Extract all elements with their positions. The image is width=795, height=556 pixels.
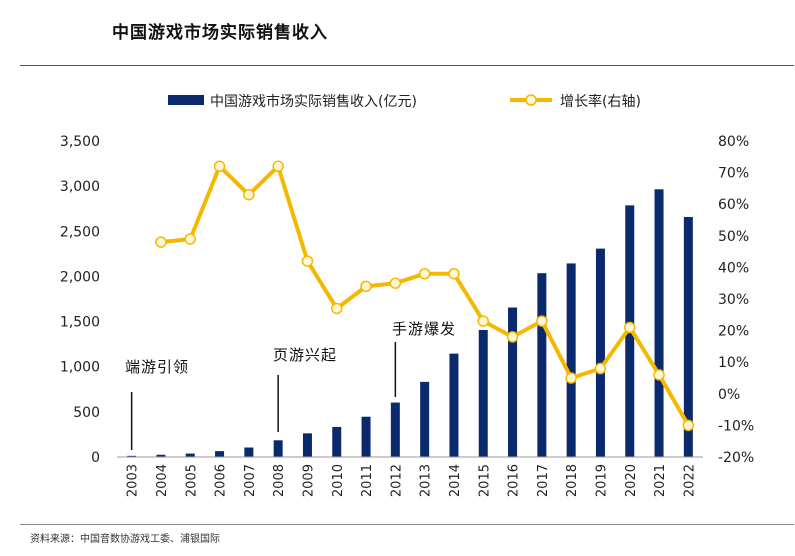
growth-rate-marker: [389, 277, 402, 289]
revenue-bar: [683, 217, 693, 457]
growth-rate-marker: [418, 267, 431, 280]
x-axis-year-label: 2004: [155, 464, 170, 497]
growth-rate-marker: [506, 331, 519, 343]
revenue-bar: [478, 329, 488, 457]
revenue-bar: [566, 263, 576, 457]
growth-rate-marker: [301, 255, 314, 267]
x-axis-year-label: 2007: [243, 464, 258, 497]
revenue-bar: [127, 455, 137, 457]
revenue-bar: [390, 402, 400, 457]
x-axis-year-label: 2011: [360, 464, 375, 497]
right-axis-tick-label: 0%: [718, 387, 740, 403]
right-axis-tick-label: -10%: [718, 418, 754, 434]
growth-rate-marker: [536, 315, 548, 327]
x-axis-year-label: 2012: [389, 464, 404, 497]
growth-rate-marker: [594, 362, 607, 375]
growth-rate-marker: [682, 419, 695, 432]
revenue-bar: [156, 454, 166, 457]
left-axis-tick-label: 3,000: [60, 179, 100, 195]
left-axis-tick-label: 2,000: [60, 269, 100, 285]
bottom-divider: [20, 524, 794, 525]
right-axis-tick-label: 20%: [718, 324, 749, 340]
left-axis-tick-label: 3,500: [60, 134, 100, 150]
x-axis-year-label: 2019: [594, 464, 609, 497]
x-axis-year-label: 2020: [624, 464, 639, 497]
x-axis-year-label: 2016: [507, 464, 522, 497]
annotation-label: 端游引领: [125, 358, 189, 376]
legend-line-label: 增长率(右轴): [560, 93, 641, 110]
growth-rate-marker: [213, 160, 226, 173]
left-axis-tick-label: 500: [73, 405, 100, 421]
right-axis-tick-label: 80%: [718, 134, 749, 150]
growth-rate-marker: [653, 369, 665, 381]
revenue-bar: [449, 353, 459, 457]
growth-rate-marker: [272, 160, 284, 173]
x-axis-year-label: 2015: [477, 464, 492, 497]
x-axis-year-label: 2014: [448, 464, 463, 497]
x-axis-year-label: 2013: [419, 464, 434, 497]
revenue-bar: [508, 307, 518, 457]
chart-title: 中国游戏市场实际销售收入: [112, 23, 328, 43]
annotation-label: 页游兴起: [273, 346, 337, 364]
growth-rate-marker: [448, 267, 460, 280]
growth-rate-marker: [360, 280, 372, 293]
x-axis-year-label: 2006: [214, 464, 229, 497]
revenue-bar: [185, 453, 195, 457]
legend-bar-swatch: [168, 95, 204, 105]
right-axis-tick-label: 30%: [718, 292, 749, 308]
x-axis-year-label: 2008: [272, 464, 287, 497]
growth-rate-marker: [243, 188, 255, 201]
left-axis-tick-label: 1,000: [60, 360, 100, 376]
growth-rate-marker: [624, 321, 636, 334]
legend-line-marker: [525, 94, 537, 106]
revenue-bar: [361, 416, 371, 457]
left-axis-tick-label: 1,500: [60, 315, 100, 331]
left-axis-tick-label: 2,500: [60, 224, 100, 240]
right-axis-tick-label: 50%: [718, 229, 749, 245]
revenue-bar: [595, 248, 605, 457]
growth-rate-marker: [477, 315, 489, 327]
x-axis-year-label: 2005: [184, 464, 199, 497]
right-axis-tick-label: 70%: [718, 166, 749, 182]
growth-rate-marker: [184, 233, 196, 245]
x-axis-year-label: 2021: [653, 464, 668, 497]
top-divider: [20, 65, 794, 66]
right-axis-tick-label: -20%: [718, 450, 754, 466]
revenue-bar: [420, 381, 430, 457]
revenue-bar: [215, 451, 225, 457]
legend-bar-label: 中国游戏市场实际销售收入(亿元): [210, 93, 417, 110]
revenue-bar: [273, 440, 283, 457]
right-axis-tick-label: 40%: [718, 260, 749, 276]
revenue-bar: [332, 426, 342, 457]
revenue-bar: [654, 189, 664, 457]
x-axis-year-label: 2003: [126, 464, 141, 497]
right-axis-tick-label: 10%: [718, 355, 749, 371]
growth-rate-marker: [331, 302, 343, 315]
revenue-bar: [537, 273, 547, 457]
left-axis-tick-label: 0: [91, 450, 100, 466]
x-axis-year-label: 2022: [682, 464, 697, 497]
source-note: 资料来源：中国音数协游戏工委、浦银国际: [30, 534, 220, 545]
right-axis-tick-label: 60%: [718, 197, 749, 213]
revenue-bar: [302, 433, 312, 457]
annotation-label: 手游爆发: [392, 320, 456, 338]
x-axis-year-label: 2017: [536, 464, 551, 497]
revenue-bar: [244, 447, 254, 457]
growth-rate-marker: [155, 236, 167, 248]
x-axis-year-label: 2018: [565, 464, 580, 497]
x-axis-year-label: 2010: [331, 464, 346, 497]
x-axis-year-label: 2009: [301, 464, 316, 497]
growth-rate-marker: [565, 372, 577, 384]
